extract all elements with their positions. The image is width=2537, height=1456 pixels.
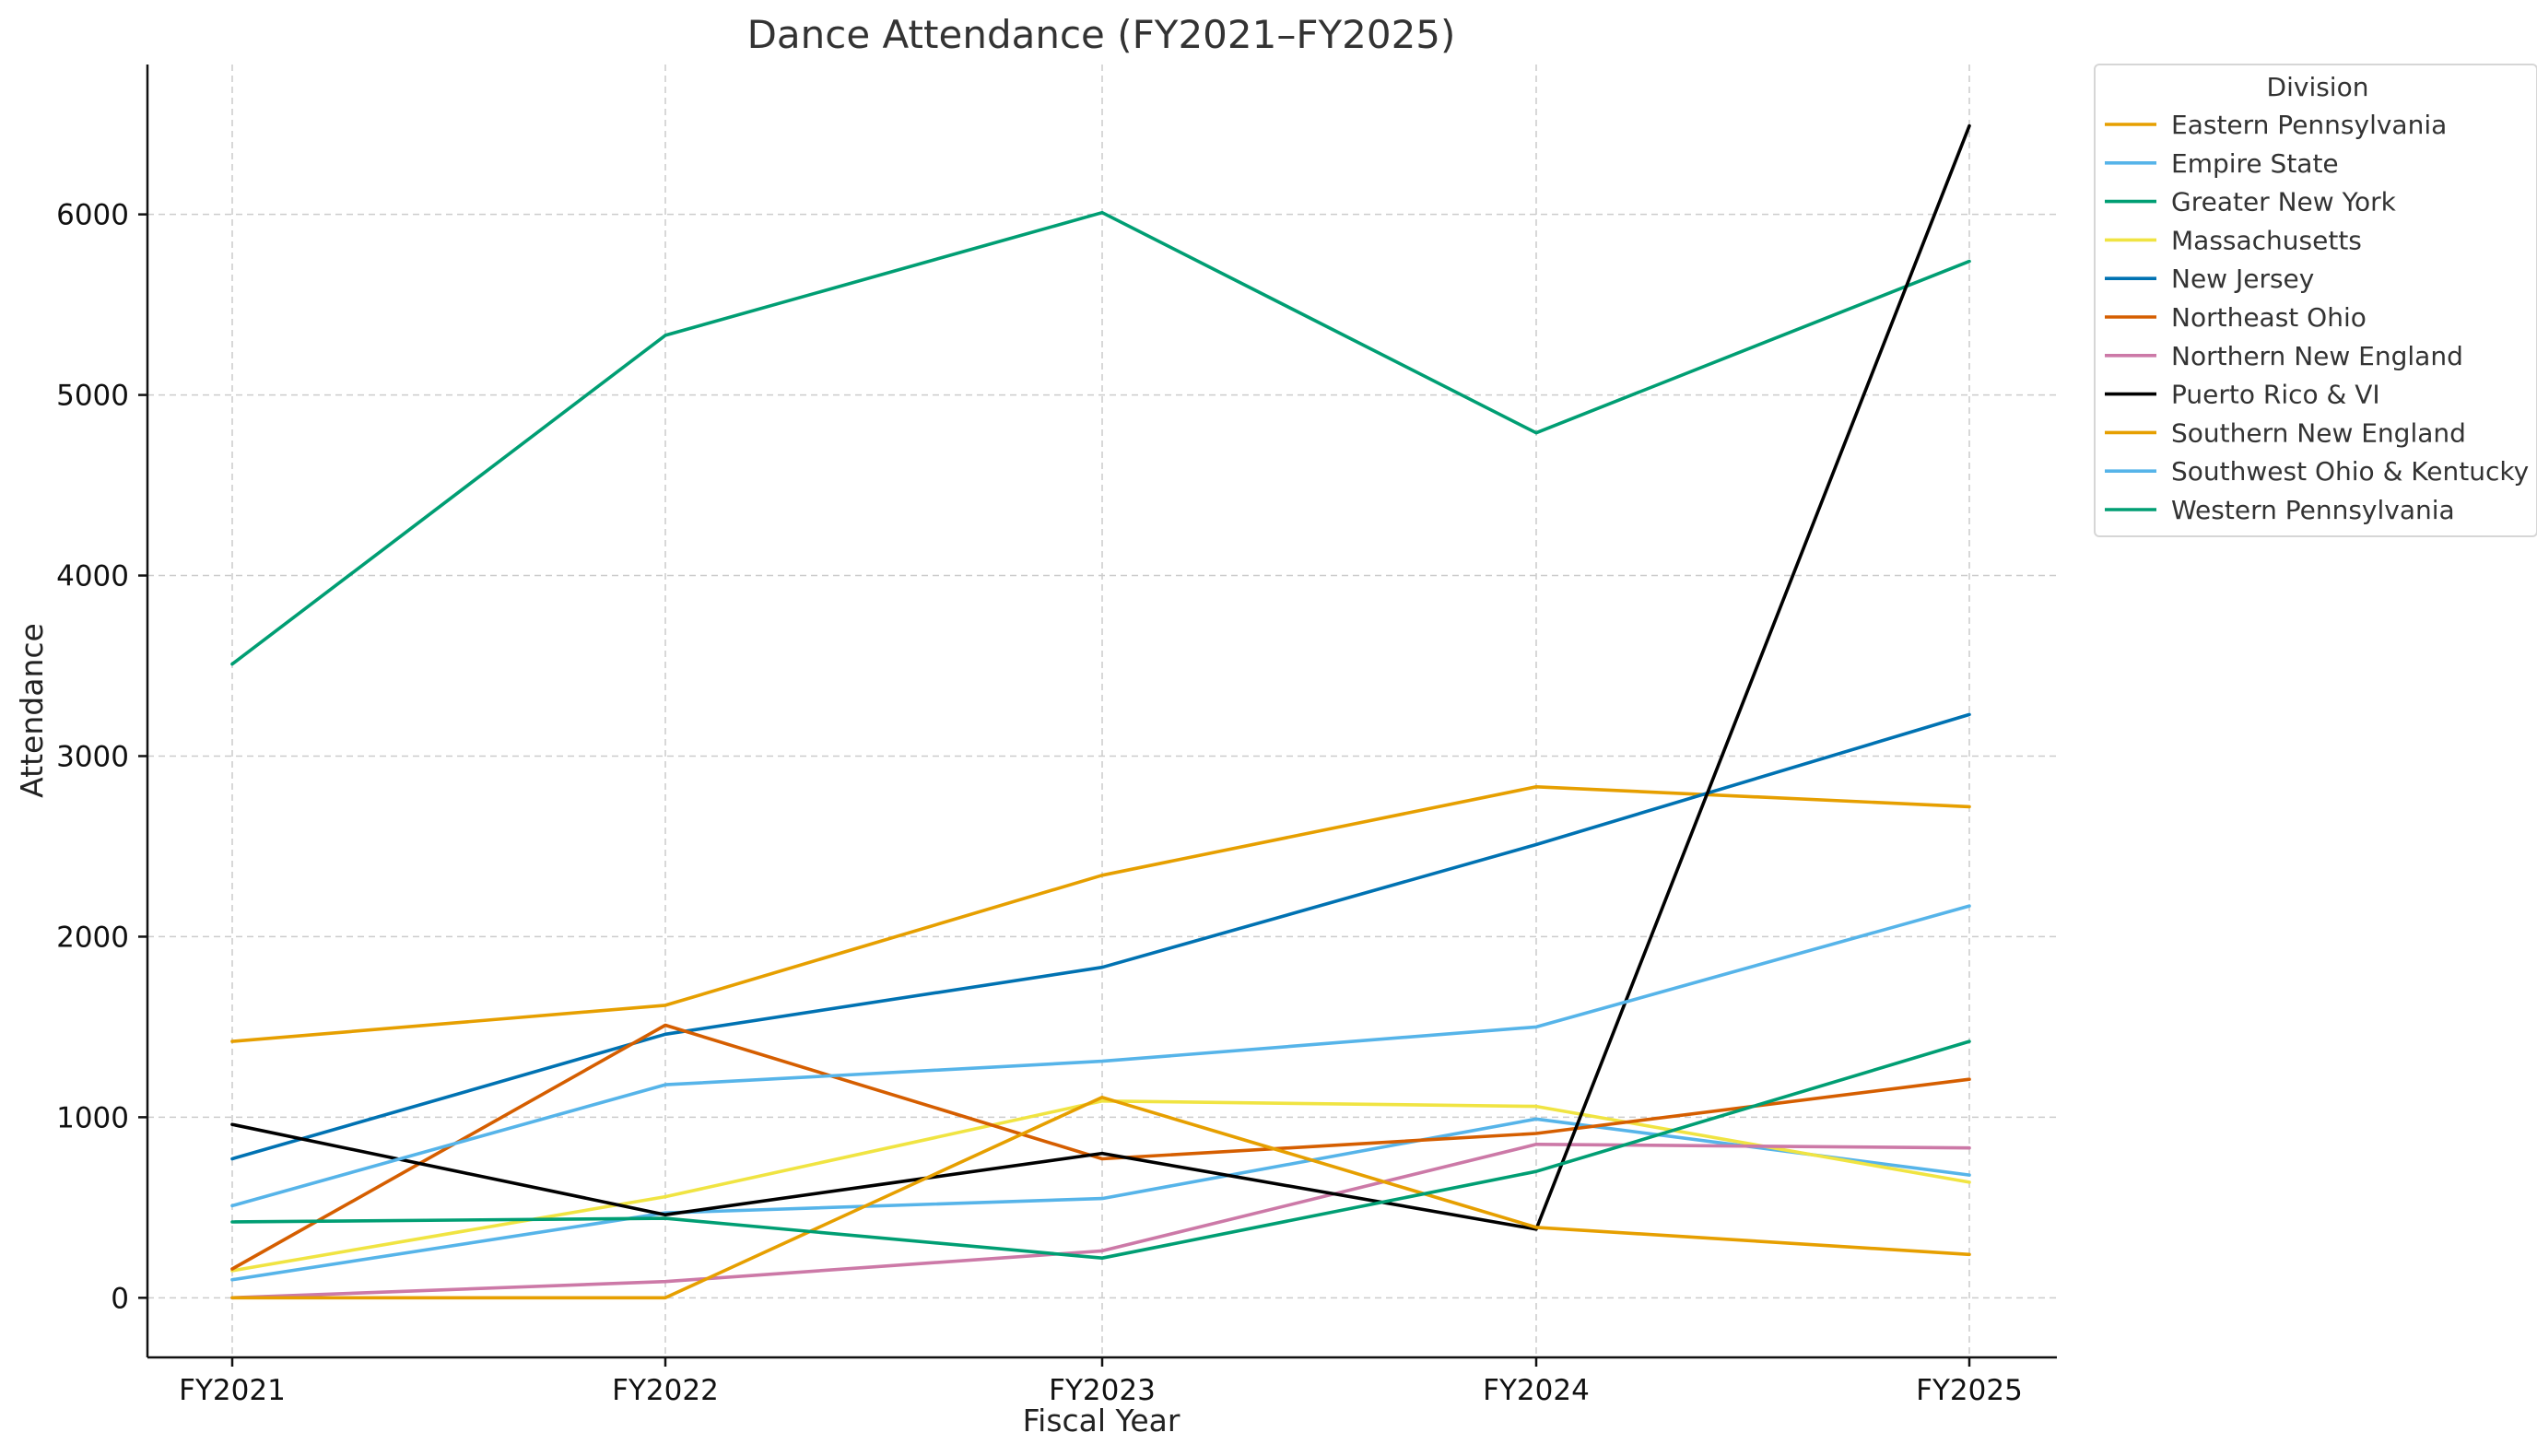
y-tick-label: 6000 <box>56 199 129 232</box>
legend-label: Northeast Ohio <box>2171 302 2367 333</box>
legend-label: Northern New England <box>2171 341 2463 371</box>
x-tick-label: FY2023 <box>1049 1374 1156 1407</box>
legend-title: Division <box>2267 72 2369 102</box>
series-line <box>230 1096 1971 1300</box>
legend-label: Western Pennsylvania <box>2171 495 2455 525</box>
series-line <box>230 1039 1971 1260</box>
x-tick-label: FY2021 <box>179 1374 286 1407</box>
series-line <box>230 123 1971 1231</box>
series-line <box>230 904 1971 1208</box>
chart-title: Dance Attendance (FY2021–FY2025) <box>747 12 1456 57</box>
legend-label: Puerto Rico & VI <box>2171 380 2380 410</box>
y-tick-label: 0 <box>111 1282 129 1315</box>
series-lines <box>230 123 1971 1300</box>
legend-label: New Jersey <box>2171 264 2314 294</box>
y-tick-label: 3000 <box>56 740 129 773</box>
series-line <box>230 712 1971 1161</box>
y-axis-ticks: 0 1000 2000 3000 4000 5000 6000 <box>56 199 147 1315</box>
legend-frame <box>2094 64 2537 537</box>
series-line <box>230 210 1971 666</box>
series-line <box>230 784 1971 1043</box>
x-tick-label: FY2022 <box>612 1374 719 1407</box>
y-tick-label: 4000 <box>56 560 129 593</box>
x-tick-label: FY2025 <box>1916 1374 2023 1407</box>
x-axis-label: Fiscal Year <box>1023 1403 1180 1438</box>
legend-label: Southern New England <box>2171 417 2466 448</box>
series-line <box>230 1099 1971 1273</box>
series-line <box>230 1117 1971 1282</box>
y-tick-label: 1000 <box>56 1101 129 1134</box>
legend-label: Southwest Ohio & Kentucky <box>2171 456 2529 487</box>
series-line <box>230 1143 1971 1300</box>
y-tick-label: 5000 <box>56 380 129 413</box>
legend-label: Greater New York <box>2171 187 2397 217</box>
legend-label: Massachusetts <box>2171 225 2362 255</box>
legend: Division Eastern Pennsylvania Empire Stat… <box>2094 64 2537 537</box>
legend-label: Empire State <box>2171 148 2339 179</box>
series-line <box>230 1023 1971 1271</box>
x-tick-label: FY2024 <box>1483 1374 1590 1407</box>
grid <box>147 65 2057 1357</box>
legend-label: Eastern Pennsylvania <box>2171 110 2447 140</box>
y-axis-label: Attendance <box>14 623 50 798</box>
y-tick-label: 2000 <box>56 921 129 954</box>
x-axis-ticks: FY2021 FY2022 FY2023 FY2024 FY2025 <box>179 1357 2023 1407</box>
